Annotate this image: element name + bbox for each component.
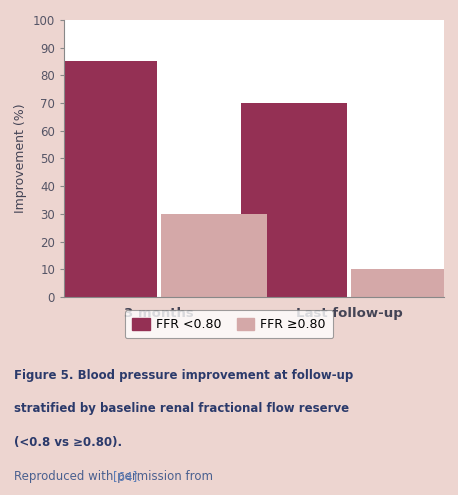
Y-axis label: Improvement (%): Improvement (%) [14,103,27,213]
Bar [161,214,267,297]
Bar [51,61,157,297]
Text: Figure 5. Blood pressure improvement at follow-up: Figure 5. Blood pressure improvement at … [14,369,353,382]
Bar [241,103,347,297]
Text: Reproduced with permission from: Reproduced with permission from [14,470,217,483]
Bar [351,269,458,297]
Text: stratified by baseline renal fractional flow reserve: stratified by baseline renal fractional … [14,402,349,415]
Legend: FFR <0.80, FFR ≥0.80: FFR <0.80, FFR ≥0.80 [125,310,333,339]
Text: (<0.8 vs ≥0.80).: (<0.8 vs ≥0.80). [14,436,122,449]
Text: [64].: [64]. [114,470,142,483]
